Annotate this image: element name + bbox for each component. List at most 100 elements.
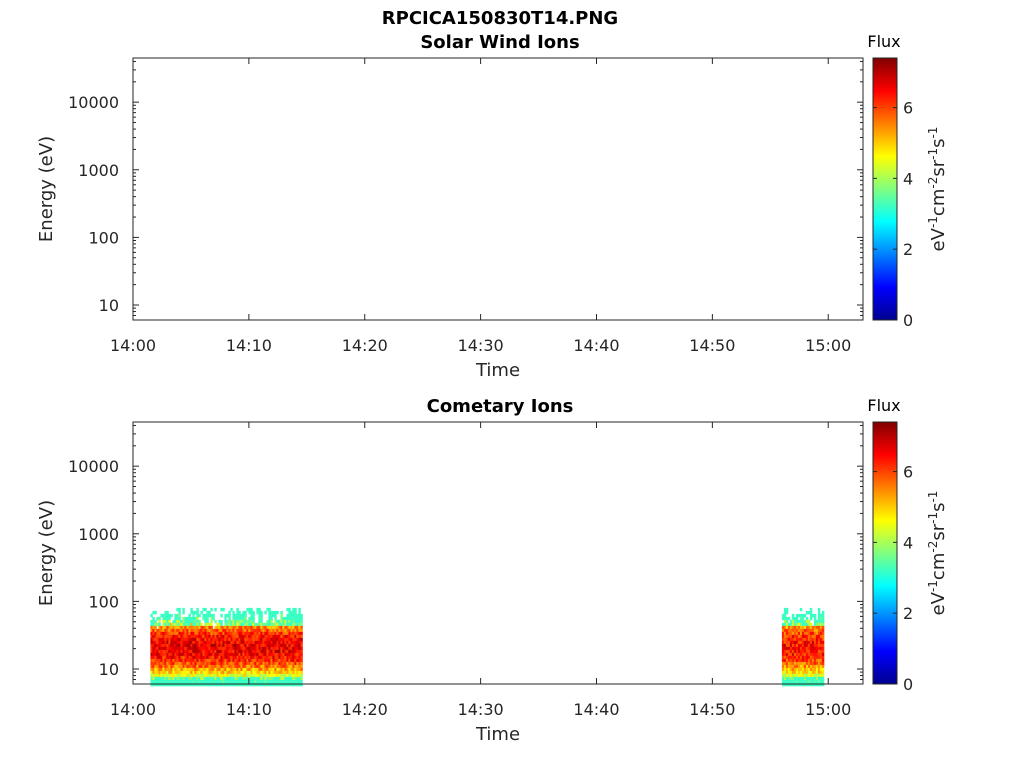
spectrogram-cell [236, 667, 239, 672]
spectrogram-cell [813, 655, 817, 660]
spectrogram-cell [258, 652, 261, 657]
spectrogram-cell [186, 649, 189, 654]
spectrogram-cell [174, 682, 177, 687]
spectrogram-cell [282, 652, 285, 657]
spectrogram-cell [178, 679, 181, 684]
spectrogram-cell [206, 634, 209, 639]
spectrogram-cell [789, 658, 793, 663]
spectrogram-cell [256, 631, 259, 636]
spectrogram-cell [781, 679, 785, 684]
spectrogram-cell [210, 634, 213, 639]
spectrogram-cell [252, 646, 255, 651]
spectrogram-cell [296, 649, 299, 654]
spectrogram-cell [212, 628, 215, 633]
spectrogram-cell [208, 661, 211, 666]
spectrogram-cell [272, 676, 275, 681]
spectrogram-cell [260, 676, 263, 681]
x-tick-label: 14:50 [689, 700, 735, 719]
spectrogram-cell [266, 682, 269, 687]
spectrogram-cell [807, 670, 811, 675]
spectrogram-cell [238, 619, 241, 624]
spectrogram-cell [222, 682, 225, 687]
spectrogram-cell [196, 625, 199, 630]
spectrogram-cell [206, 619, 209, 624]
spectrogram-cell [801, 619, 805, 624]
spectrogram-cell [292, 610, 295, 615]
spectrogram-cell [228, 676, 231, 681]
spectrogram-cell [288, 649, 291, 654]
spectrogram-cell [813, 613, 817, 618]
spectrogram-cell [300, 682, 303, 687]
spectrogram-cell [150, 613, 153, 618]
spectrogram-cell [160, 673, 163, 678]
spectrogram-cell [294, 682, 297, 687]
spectrogram-cell [817, 676, 821, 681]
spectrogram-cell [156, 679, 159, 684]
spectrogram-cell [276, 646, 279, 651]
spectrogram-cell [230, 652, 233, 657]
spectrogram-cell [164, 676, 167, 681]
spectrogram-cell [232, 628, 235, 633]
spectrogram-cell [212, 655, 215, 660]
spectrogram-cell [781, 646, 785, 651]
spectrogram-cell [194, 673, 197, 678]
spectrogram-cell [819, 664, 823, 669]
spectrogram-cell [803, 631, 807, 636]
spectrogram-cell [809, 610, 813, 615]
spectrogram-cell [781, 634, 785, 639]
spectrogram-cell [807, 610, 811, 615]
spectrogram-cell [809, 682, 813, 687]
spectrogram-cell [176, 655, 179, 660]
spectrogram-cell [284, 637, 287, 642]
spectrogram-cell [270, 673, 273, 678]
spectrogram-cell [248, 643, 251, 648]
spectrogram-cell [821, 634, 825, 639]
spectrogram-cell [821, 625, 825, 630]
spectrogram-cell [196, 676, 199, 681]
spectrogram-cell [300, 643, 303, 648]
spectrogram-cell [278, 667, 281, 672]
spectrogram-cell [190, 661, 193, 666]
spectrogram-cell [282, 631, 285, 636]
spectrogram-cell [248, 637, 251, 642]
spectrogram-cell [160, 655, 163, 660]
spectrogram-cell [240, 658, 243, 663]
spectrogram-cell [783, 679, 787, 684]
spectrogram-cell [817, 655, 821, 660]
spectrogram-cell [190, 673, 193, 678]
spectrogram-cell [805, 664, 809, 669]
spectrogram-cell [174, 664, 177, 669]
spectrogram-cell [781, 676, 785, 681]
spectrogram-cell [252, 655, 255, 660]
spectrogram-cell [158, 670, 161, 675]
spectrogram-cell [198, 682, 201, 687]
spectrogram-cell [789, 667, 793, 672]
spectrogram-cell [226, 628, 229, 633]
spectrogram-cell [803, 679, 807, 684]
spectrogram-cell [158, 673, 161, 678]
spectrogram-cell [811, 634, 815, 639]
spectrogram-cell [260, 652, 263, 657]
spectrogram-cell [276, 682, 279, 687]
spectrogram-cell [290, 661, 293, 666]
spectrogram-cell [266, 664, 269, 669]
spectrogram-cell [168, 682, 171, 687]
spectrogram-cell [264, 658, 267, 663]
spectrogram-cell [799, 682, 803, 687]
spectrogram-cell [290, 649, 293, 654]
colorbar-tick-label: 4 [903, 533, 913, 552]
spectrogram-cell [224, 652, 227, 657]
spectrogram-cell [262, 646, 265, 651]
spectrogram-cell [272, 628, 275, 633]
spectrogram-cell [787, 643, 791, 648]
spectrogram-cell [168, 649, 171, 654]
spectrogram-cell [819, 670, 823, 675]
spectrogram-cell [198, 637, 201, 642]
spectrogram-cell [186, 634, 189, 639]
spectrogram-cell [242, 655, 245, 660]
spectrogram-cell [226, 634, 229, 639]
spectrogram-cell [809, 625, 813, 630]
spectrogram-cell [272, 640, 275, 645]
spectrogram-cell [290, 664, 293, 669]
spectrogram-cell [282, 676, 285, 681]
